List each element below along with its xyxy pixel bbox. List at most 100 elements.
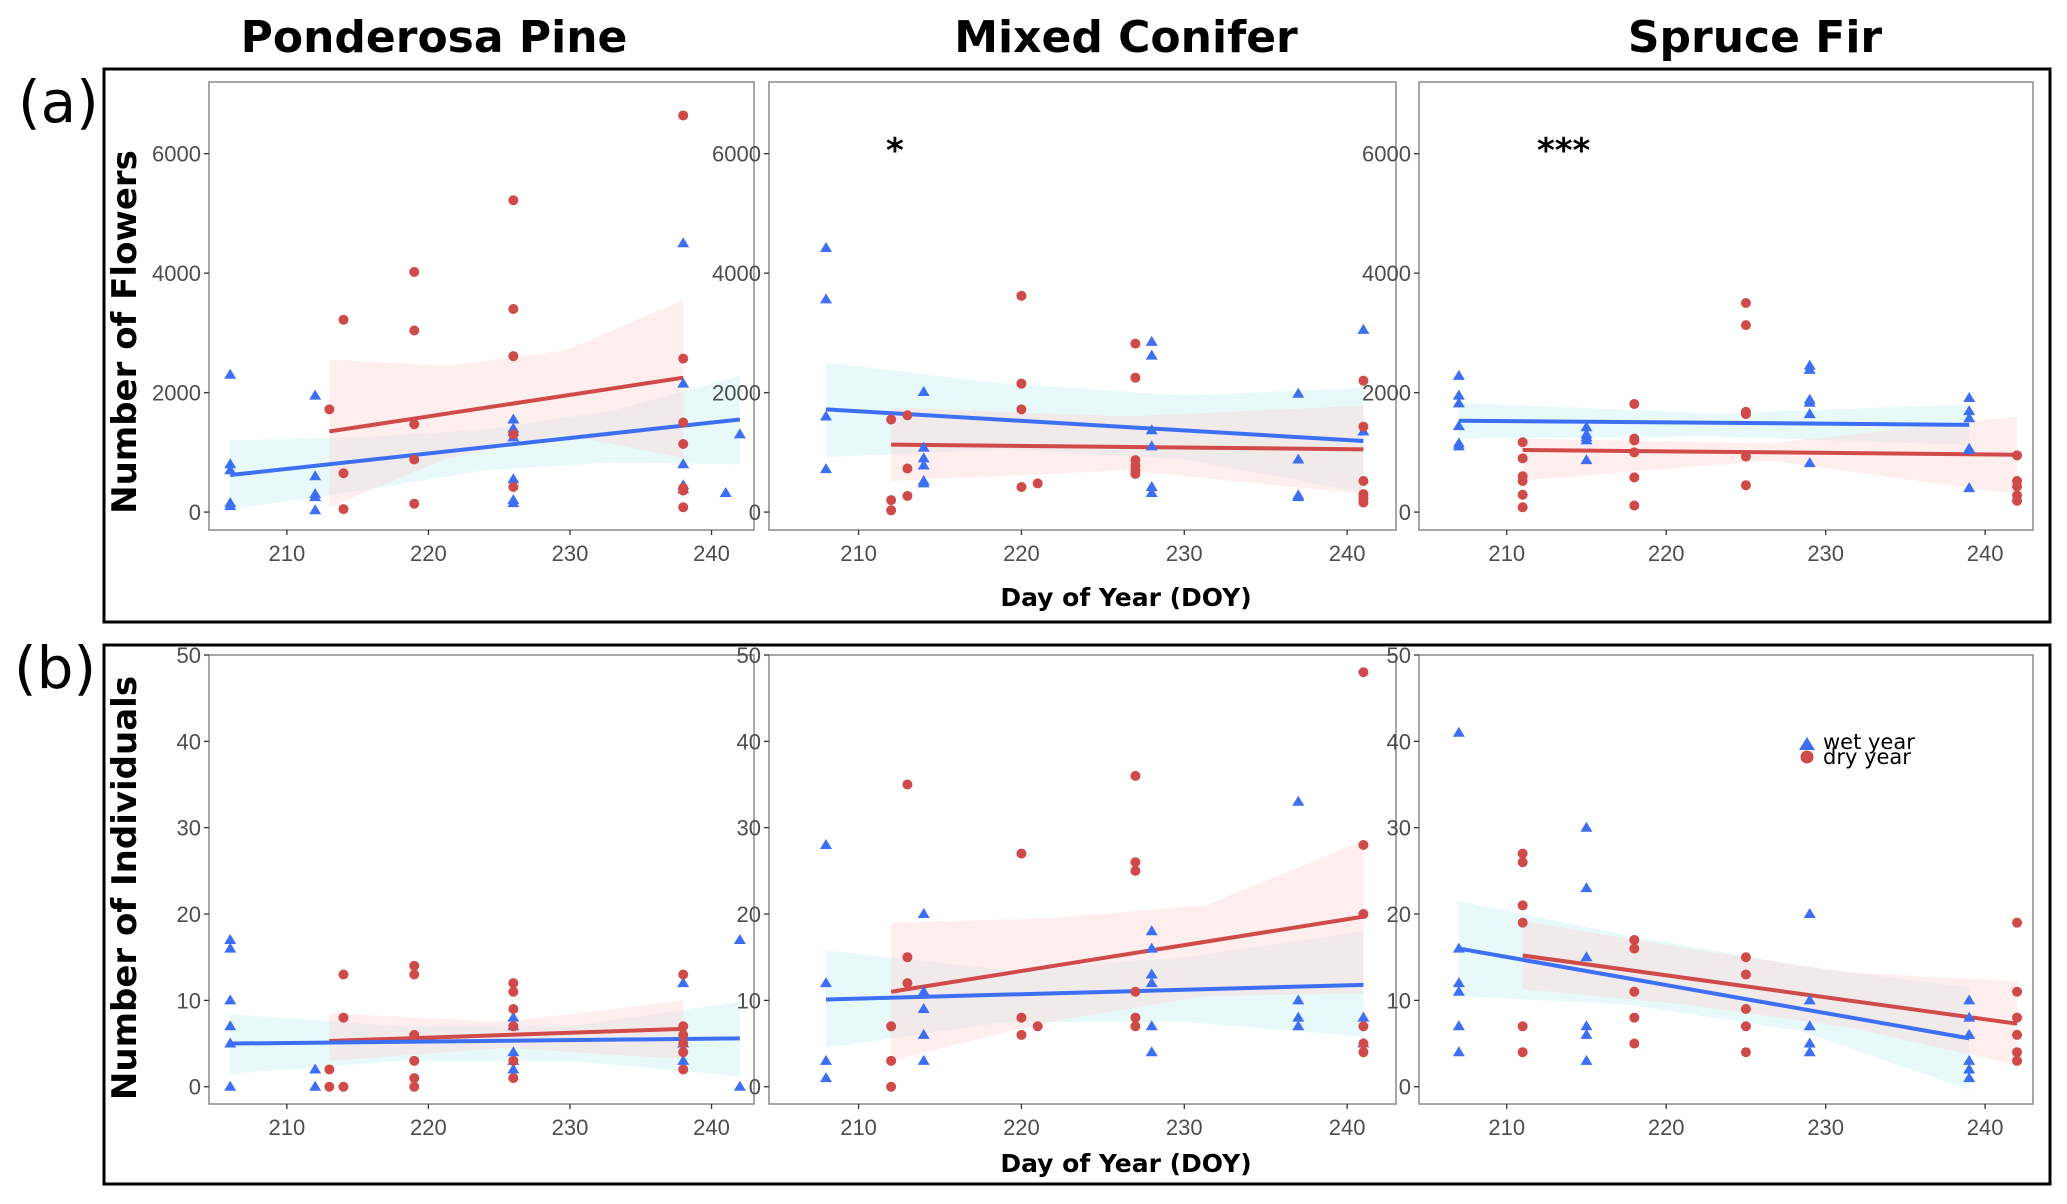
column-title-spruce-fir: Spruce Fir <box>1628 12 1883 63</box>
wet-point <box>917 386 930 397</box>
dry-point <box>886 1021 897 1032</box>
dry-point <box>2012 1055 2023 1066</box>
wet-point <box>309 470 322 481</box>
significance-marker: *** <box>1537 131 1591 171</box>
x-tick-label: 230 <box>1166 541 1203 566</box>
dry-point <box>1629 943 1640 954</box>
wet-point <box>1963 1028 1976 1039</box>
x-tick-label: 210 <box>840 1115 877 1140</box>
wet-point <box>1803 908 1816 919</box>
wet-fit-line <box>230 1036 740 1046</box>
legend-wet-triangle-icon <box>1799 737 1815 750</box>
dry-point <box>1740 409 1751 420</box>
dry-point <box>1358 667 1369 678</box>
y-tick-label: 6000 <box>712 142 761 167</box>
dry-point <box>338 1081 349 1092</box>
panel-0-2: 0 2000 4000 6000 210 220 230 240 *** <box>1362 81 2034 566</box>
panel-0-1: 0 2000 4000 6000 210 220 230 240 * <box>712 81 1397 566</box>
wet-confidence-band <box>826 931 1364 1048</box>
dry-point <box>886 505 897 516</box>
y-tick-label: 0 <box>749 500 761 525</box>
wet-fit-line <box>1458 418 1970 427</box>
dry-point <box>1629 1038 1640 1049</box>
wet-point <box>1452 1020 1465 1031</box>
wet-point <box>1963 405 1976 416</box>
dry-point <box>1517 489 1528 500</box>
wet-point <box>1580 454 1593 465</box>
dry-point <box>2012 917 2023 928</box>
wet-point <box>1803 408 1816 419</box>
wet-point <box>1145 977 1158 988</box>
x-tick-label: 210 <box>268 1115 305 1140</box>
row-b-x-axis-label: Day of Year (DOY) <box>1000 1149 1251 1178</box>
wet-point <box>820 410 832 421</box>
x-tick-label: 240 <box>1329 541 1366 566</box>
y-tick-label: 30 <box>1387 816 1411 841</box>
dry-point <box>1016 1012 1027 1023</box>
y-tick-label: 50 <box>177 643 201 668</box>
wet-point <box>1452 389 1465 400</box>
wet-point <box>1292 994 1305 1005</box>
dry-point <box>508 195 519 206</box>
dry-point <box>508 1004 519 1015</box>
dry-point <box>2012 1047 2023 1058</box>
dry-point <box>678 485 689 496</box>
row-b-y-axis-label: Number of Individuals <box>105 676 145 1100</box>
dry-point <box>409 960 420 971</box>
wet-point <box>733 933 746 944</box>
wet-fit-line <box>825 407 1364 443</box>
wet-point <box>224 1020 237 1031</box>
wet-point <box>677 1054 690 1065</box>
y-tick-label: 0 <box>1399 1075 1411 1100</box>
panel-0-0: 0 2000 4000 6000 210 220 230 240 <box>152 81 755 566</box>
y-tick-label: 2000 <box>152 381 201 406</box>
dry-point <box>1629 472 1640 483</box>
dry-point <box>2012 481 2023 492</box>
wet-point <box>820 1054 832 1065</box>
x-tick-label: 240 <box>1329 1115 1366 1140</box>
dry-fit-line <box>329 375 684 434</box>
y-tick-label: 40 <box>1387 729 1411 754</box>
wet-point <box>507 1063 520 1074</box>
dry-point <box>902 410 913 421</box>
dry-point <box>409 1081 420 1092</box>
dry-point <box>1130 468 1141 479</box>
dry-point <box>1517 1047 1528 1058</box>
dry-point <box>1629 500 1640 511</box>
dry-point <box>324 1064 335 1075</box>
row-label-a: (a) <box>18 68 99 136</box>
dry-point <box>678 438 689 449</box>
dry-point <box>902 779 913 790</box>
wet-point <box>224 368 237 379</box>
dry-point <box>1740 969 1751 980</box>
wet-point <box>309 389 322 400</box>
dry-point <box>1358 909 1369 920</box>
dry-point <box>886 414 897 425</box>
wet-point <box>1145 1020 1158 1031</box>
wet-point <box>1963 994 1976 1005</box>
dry-point <box>1517 437 1528 448</box>
dry-point <box>409 266 420 277</box>
dry-point <box>1016 848 1027 859</box>
y-tick-label: 0 <box>749 1075 761 1100</box>
wet-point <box>1145 925 1158 936</box>
wet-point <box>507 413 520 424</box>
y-tick-label: 2000 <box>1362 381 1411 406</box>
dry-point <box>1016 290 1027 301</box>
wet-point <box>677 458 690 469</box>
dry-point <box>1358 1021 1369 1032</box>
dry-point <box>2012 495 2023 506</box>
dry-point <box>1629 398 1640 409</box>
wet-point <box>1452 420 1465 431</box>
wet-point <box>820 1072 832 1083</box>
wet-point <box>820 977 832 988</box>
dry-point <box>508 481 519 492</box>
y-tick-label: 40 <box>737 729 761 754</box>
wet-point <box>507 1011 520 1022</box>
y-tick-label: 4000 <box>1362 261 1411 286</box>
wet-confidence-band <box>826 362 1364 493</box>
y-tick-label: 10 <box>737 988 761 1013</box>
wet-point <box>224 994 237 1005</box>
wet-point <box>677 377 690 388</box>
dry-point <box>1130 865 1141 876</box>
